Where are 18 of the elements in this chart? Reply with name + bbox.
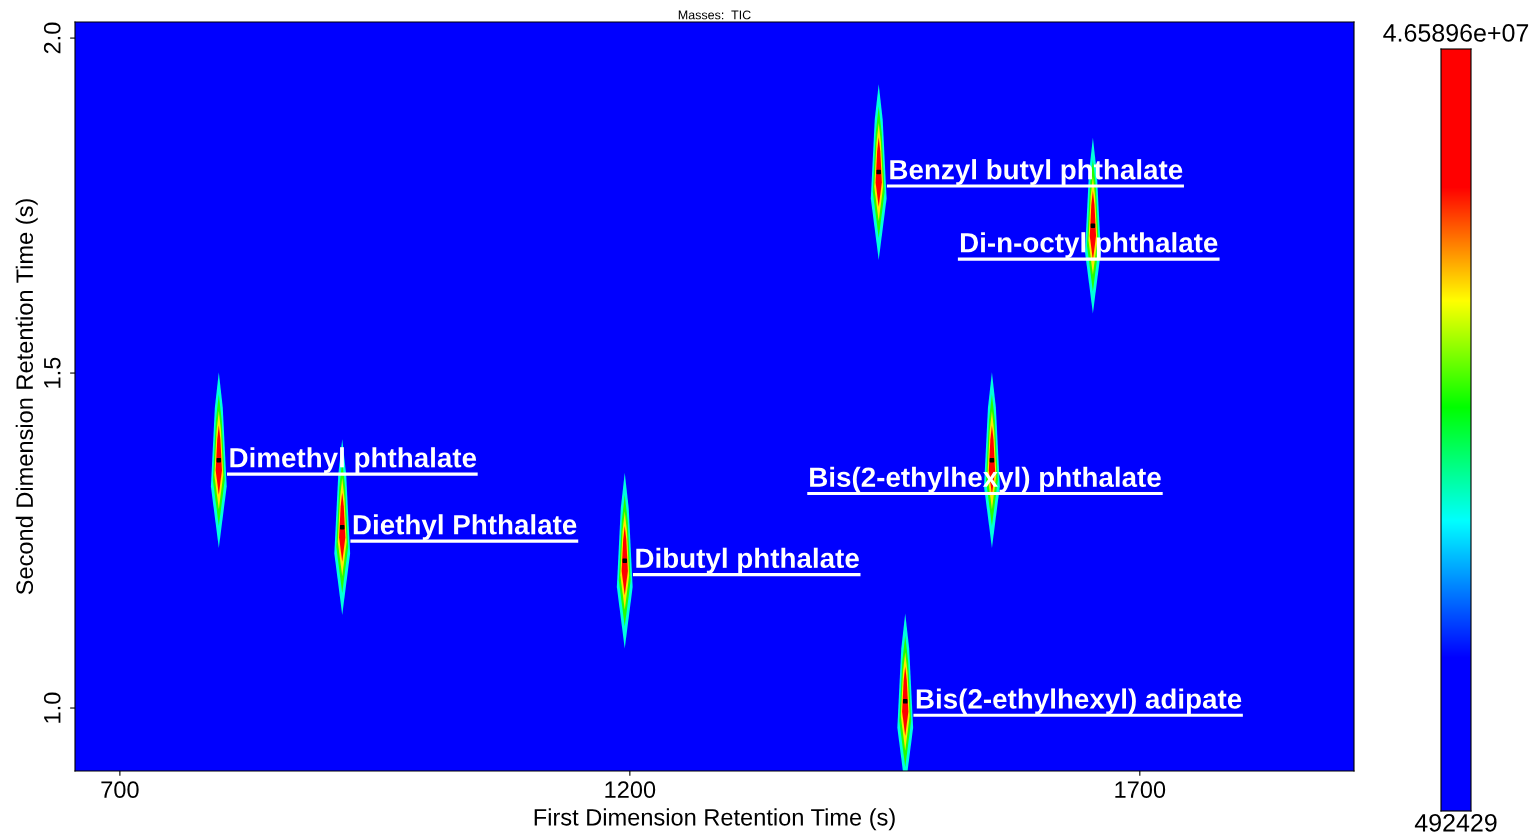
annotation: Diethyl Phthalate (353, 514, 577, 541)
y-tick-label: 2.0 (43, 22, 61, 54)
text: 492429 (1414, 813, 1497, 832)
point (622, 558, 627, 563)
annotation: Bis(2-ethylhexyl) adipate (916, 688, 1242, 715)
x-tick-label: 700 (101, 781, 139, 799)
y-axis-title: Second Dimension Retention Time (s) (15, 199, 38, 595)
x-tick-label: 1200 (605, 781, 656, 799)
point (876, 169, 881, 175)
text: 4.65896e+07 (1383, 24, 1529, 42)
annotation: Dibutyl phthalate (636, 547, 859, 574)
point (902, 699, 908, 704)
chart-title: Masses: TIC (678, 10, 751, 20)
y-tick-label: 1.0 (43, 692, 61, 723)
point (1090, 223, 1096, 228)
x-axis-title: First Dimension Retention Time (s) (534, 808, 895, 831)
y-tick-label: 1.5 (44, 357, 61, 388)
x-tick-label: 1700 (1115, 781, 1166, 799)
